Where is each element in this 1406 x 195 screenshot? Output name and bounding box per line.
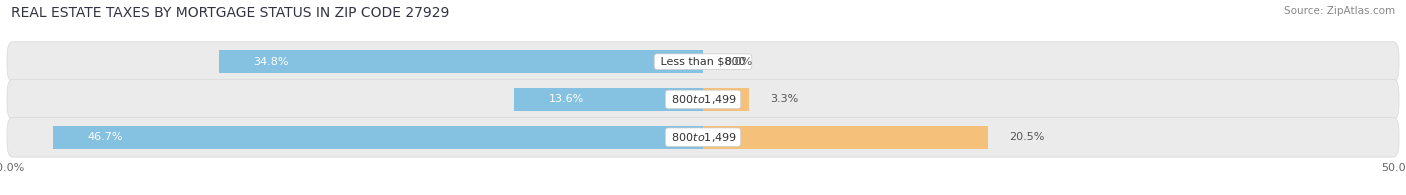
Bar <box>703 126 988 149</box>
Text: $800 to $1,499: $800 to $1,499 <box>668 131 738 144</box>
Text: Less than $800: Less than $800 <box>657 57 749 67</box>
FancyBboxPatch shape <box>7 42 1399 82</box>
Text: 0.0%: 0.0% <box>724 57 752 67</box>
FancyBboxPatch shape <box>7 117 1399 157</box>
Text: 13.6%: 13.6% <box>548 94 583 105</box>
Text: Source: ZipAtlas.com: Source: ZipAtlas.com <box>1284 6 1395 16</box>
Bar <box>53 126 703 149</box>
Text: 20.5%: 20.5% <box>1010 132 1045 142</box>
Text: 34.8%: 34.8% <box>253 57 288 67</box>
Text: 3.3%: 3.3% <box>770 94 799 105</box>
Text: 46.7%: 46.7% <box>87 132 124 142</box>
Bar <box>218 50 703 73</box>
FancyBboxPatch shape <box>7 80 1399 119</box>
Text: REAL ESTATE TAXES BY MORTGAGE STATUS IN ZIP CODE 27929: REAL ESTATE TAXES BY MORTGAGE STATUS IN … <box>11 6 450 20</box>
Text: $800 to $1,499: $800 to $1,499 <box>668 93 738 106</box>
Bar <box>703 88 749 111</box>
Bar <box>513 88 703 111</box>
